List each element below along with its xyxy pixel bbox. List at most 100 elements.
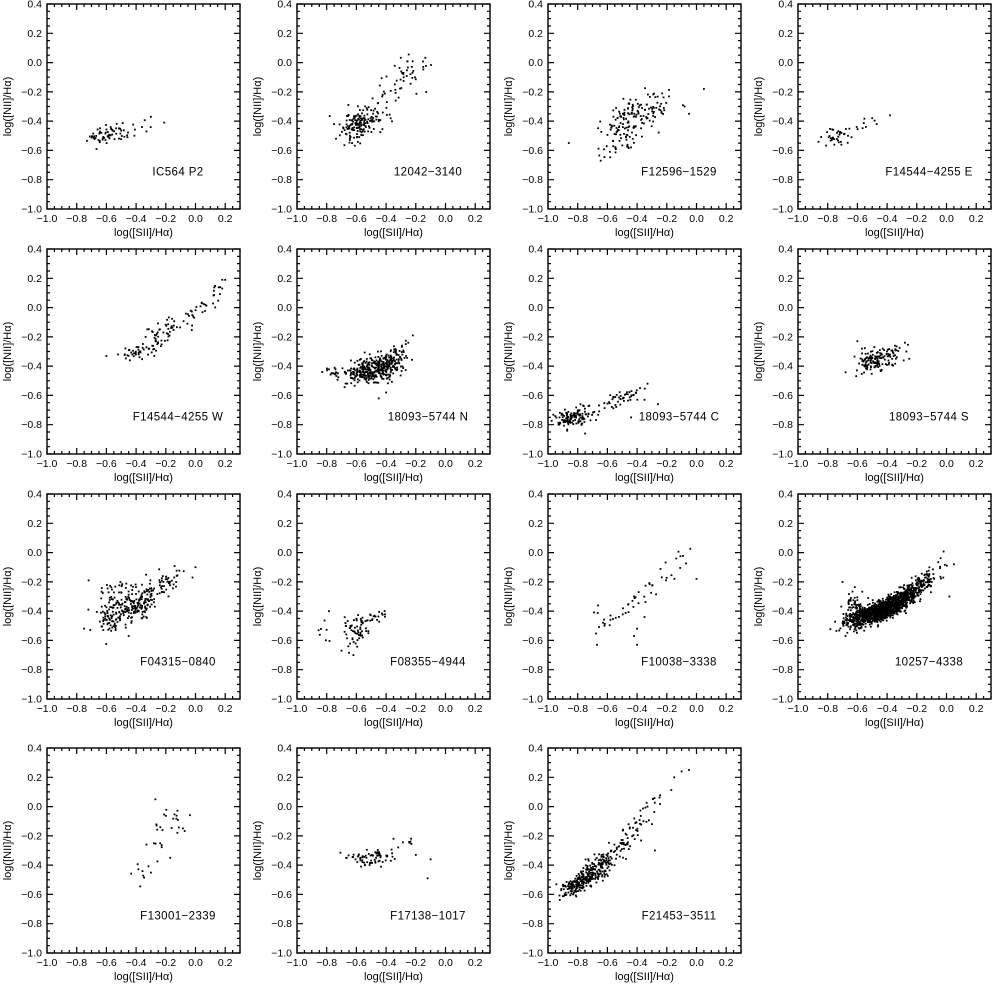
- y-tick-label: −1.0: [522, 449, 543, 461]
- x-tick-label: −0.2: [155, 458, 176, 470]
- y-tick-label: −0.4: [772, 606, 793, 618]
- y-tick-label: −0.4: [772, 361, 793, 373]
- object-name-label: F14544−4255 W: [133, 412, 224, 424]
- y-tick-label: −0.8: [21, 918, 42, 930]
- data-points: [105, 278, 227, 362]
- x-tick-label: 0.0: [939, 213, 954, 225]
- y-axis-label: log([NII]/Hα): [503, 322, 515, 382]
- y-tick-label: −0.6: [522, 145, 543, 157]
- y-tick-label: 0.2: [528, 772, 543, 784]
- object-name-label: F21453−3511: [642, 911, 717, 923]
- x-tick-label: −0.8: [567, 213, 588, 225]
- y-tick-label: 0.2: [778, 518, 793, 530]
- y-tick-label: 0.0: [528, 57, 543, 69]
- x-tick-label: −0.4: [126, 213, 147, 225]
- y-tick-label: 0.0: [27, 801, 42, 813]
- y-tick-label: −0.4: [21, 860, 42, 872]
- object-name-label: F10038−3338: [641, 657, 717, 669]
- x-tick-label: 0.2: [719, 703, 734, 715]
- x-tick-label: −0.8: [66, 957, 87, 969]
- y-tick-label: −0.8: [522, 664, 543, 676]
- y-tick-label: 0.4: [778, 244, 793, 256]
- y-tick-label: 0.0: [528, 302, 543, 314]
- y-tick-label: 0.2: [277, 772, 292, 784]
- y-tick-label: 0.4: [277, 0, 292, 11]
- y-axis-label: log([NII]/Hα): [252, 77, 264, 137]
- x-tick-label: −0.4: [877, 213, 898, 225]
- scatter-panel-F10038-3338: −1.0 −0.8 −0.6 −0.4 −0.2 0.0 0.2 −1.0 −0.8 −0.6 −0…: [501, 489, 752, 735]
- x-axis-label: log([SII]/Hα): [114, 227, 173, 239]
- y-tick-label: 0.2: [27, 772, 42, 784]
- x-tick-label: −0.2: [405, 957, 426, 969]
- y-tick-label: −0.4: [522, 116, 543, 128]
- axis-ticks: [547, 747, 742, 954]
- y-tick-label: 0.2: [778, 28, 793, 40]
- y-tick-label: −0.2: [522, 576, 543, 588]
- x-tick-label: −0.6: [597, 213, 618, 225]
- object-name-label: 18093−5744 C: [639, 412, 720, 424]
- x-tick-label: −0.8: [316, 458, 337, 470]
- axis-ticks: [46, 747, 241, 954]
- x-tick-label: −0.8: [66, 458, 87, 470]
- x-tick-label: 0.0: [939, 458, 954, 470]
- x-tick-label: 0.2: [468, 213, 483, 225]
- x-tick-label: −1.0: [538, 213, 559, 225]
- y-tick-label: −1.0: [271, 948, 292, 960]
- y-tick-label: 0.2: [778, 273, 793, 285]
- object-name-label: F08355−4944: [390, 657, 466, 669]
- x-tick-label: −1.0: [538, 957, 559, 969]
- x-axis-label: log([SII]/Hα): [114, 472, 173, 484]
- axis-ticks: [296, 747, 491, 954]
- x-tick-label: −1.0: [788, 213, 809, 225]
- data-points: [317, 610, 386, 656]
- y-tick-label: 0.2: [277, 273, 292, 285]
- data-points: [844, 340, 911, 378]
- x-tick-label: 0.0: [188, 703, 203, 715]
- scatter-panel-svg: −1.0 −0.8 −0.6 −0.4 −0.2 0.0 0.2 −1.0 −0.8 −0.6 −0…: [2, 0, 241, 239]
- y-tick-label: −0.4: [271, 606, 292, 618]
- x-tick-label: 0.2: [468, 703, 483, 715]
- y-tick-label: −1.0: [21, 948, 42, 960]
- y-tick-label: −0.8: [772, 174, 793, 186]
- scatter-panel-10257-4338: −1.0 −0.8 −0.6 −0.4 −0.2 0.0 0.2 −1.0 −0.8 −0.6 −0…: [751, 489, 1002, 735]
- y-tick-label: −0.8: [21, 664, 42, 676]
- y-tick-label: 0.2: [528, 518, 543, 530]
- y-axis-label: log([NII]/Hα): [252, 567, 264, 627]
- scatter-panel-svg: −1.0 −0.8 −0.6 −0.4 −0.2 0.0 0.2 −1.0 −0.8 −0.6 −0…: [503, 0, 742, 239]
- y-tick-label: 0.4: [528, 489, 543, 501]
- x-tick-label: −0.8: [66, 703, 87, 715]
- x-tick-label: 0.2: [218, 703, 233, 715]
- x-tick-label: −0.4: [627, 213, 648, 225]
- y-tick-label: −0.2: [522, 830, 543, 842]
- scatter-panel-svg: −1.0 −0.8 −0.6 −0.4 −0.2 0.0 0.2 −1.0 −0.8 −0.6 −0…: [753, 244, 992, 484]
- scatter-panel-svg: −1.0 −0.8 −0.6 −0.4 −0.2 0.0 0.2 −1.0 −0.8 −0.6 −0…: [2, 489, 241, 729]
- y-tick-label: −0.4: [21, 361, 42, 373]
- axis-ticks: [547, 3, 742, 210]
- y-tick-label: −0.8: [21, 174, 42, 186]
- y-tick-label: −0.4: [21, 116, 42, 128]
- x-tick-label: −0.6: [96, 458, 117, 470]
- x-tick-label: −0.2: [906, 703, 927, 715]
- data-points: [339, 837, 432, 880]
- x-tick-label: −0.2: [656, 458, 677, 470]
- y-tick-label: 0.0: [778, 547, 793, 559]
- x-tick-label: −0.6: [597, 458, 618, 470]
- scatter-panel-svg: −1.0 −0.8 −0.6 −0.4 −0.2 0.0 0.2 −1.0 −0.8 −0.6 −0…: [252, 244, 491, 484]
- x-axis-label: log([SII]/Hα): [865, 227, 924, 239]
- x-tick-label: −0.8: [567, 458, 588, 470]
- x-tick-label: 0.0: [689, 458, 704, 470]
- y-axis-label: log([NII]/Hα): [252, 821, 264, 881]
- data-points: [86, 115, 166, 150]
- axis-ticks: [46, 493, 241, 700]
- x-tick-label: −0.6: [96, 703, 117, 715]
- y-tick-label: −0.2: [271, 331, 292, 343]
- scatter-panel-F08355-4944: −1.0 −0.8 −0.6 −0.4 −0.2 0.0 0.2 −1.0 −0.8 −0.6 −0…: [250, 489, 501, 735]
- x-tick-label: −0.6: [597, 957, 618, 969]
- y-tick-label: 0.4: [528, 0, 543, 11]
- y-tick-label: −1.0: [21, 204, 42, 216]
- y-tick-label: −0.8: [271, 419, 292, 431]
- y-tick-label: 0.4: [27, 244, 42, 256]
- x-axis-label: log([SII]/Hα): [364, 227, 423, 239]
- x-tick-label: −0.6: [847, 213, 868, 225]
- x-axis-label: log([SII]/Hα): [364, 717, 423, 729]
